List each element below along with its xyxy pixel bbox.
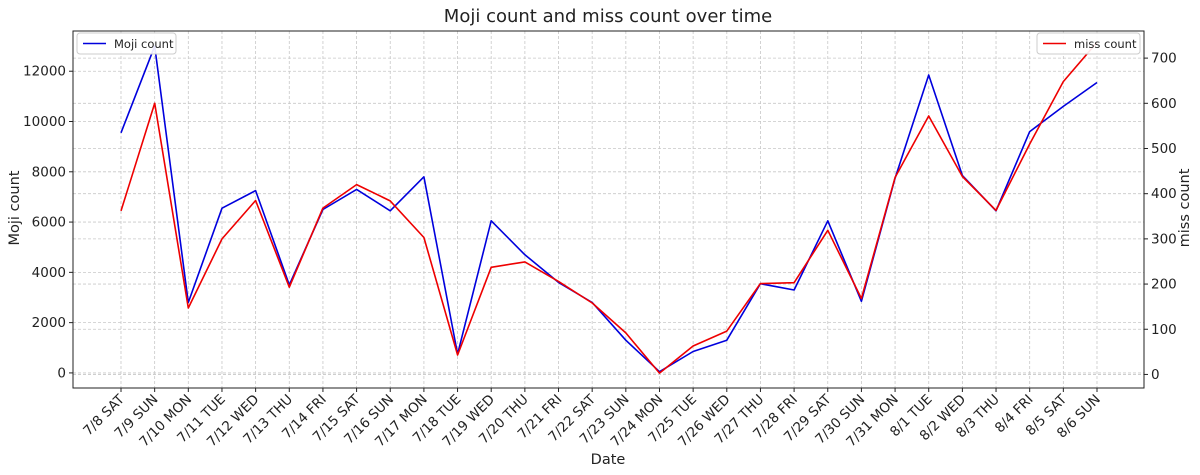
y-tick-label-left: 6000 bbox=[32, 215, 66, 231]
y-axis-title-left: Moji count bbox=[7, 170, 23, 245]
legend-box bbox=[76, 32, 177, 55]
series-line-moji-count bbox=[120, 45, 1098, 373]
y-tick-label-left: 4000 bbox=[32, 265, 66, 281]
y-tick-label-left: 8000 bbox=[32, 164, 66, 180]
y-tick-label-left: 12000 bbox=[23, 64, 66, 80]
legend-box bbox=[1036, 32, 1141, 55]
y-tick-label-left: 0 bbox=[57, 365, 66, 381]
y-ticks-right: 0 100 200 300 400 500 600 700 bbox=[1144, 51, 1177, 383]
y-tick-label-right: 200 bbox=[1151, 277, 1177, 293]
chart-title: Moji count and miss count over time bbox=[444, 6, 772, 27]
y-tick-label-right: 300 bbox=[1151, 231, 1177, 247]
grid bbox=[73, 31, 1144, 388]
y-tick-label-left: 10000 bbox=[23, 114, 66, 130]
y-tick-label-right: 100 bbox=[1151, 322, 1177, 338]
y-tick-label-left: 2000 bbox=[32, 315, 66, 331]
x-axis-title: Date bbox=[591, 452, 626, 468]
y-tick-label-right: 700 bbox=[1151, 51, 1177, 67]
y-tick-label-right: 0 bbox=[1151, 367, 1160, 383]
legend-label-miss-count: miss count bbox=[1074, 37, 1137, 51]
legend-miss-count: miss count bbox=[1036, 32, 1141, 55]
plot-frame bbox=[72, 30, 1145, 389]
legend-label-moji-count: Moji count bbox=[114, 37, 174, 51]
y-tick-label-right: 600 bbox=[1151, 96, 1177, 112]
axes bbox=[72, 30, 1145, 389]
y-axis-title-right: miss count bbox=[1177, 168, 1193, 247]
y-ticks-left: 0 2000 4000 6000 8000 10000 12000 bbox=[23, 64, 73, 381]
legend-moji-count: Moji count bbox=[76, 32, 177, 55]
series-line-miss-count bbox=[120, 41, 1098, 374]
y-tick-label-right: 500 bbox=[1151, 141, 1177, 157]
series-layer bbox=[120, 41, 1098, 374]
y-tick-label-right: 400 bbox=[1151, 186, 1177, 202]
